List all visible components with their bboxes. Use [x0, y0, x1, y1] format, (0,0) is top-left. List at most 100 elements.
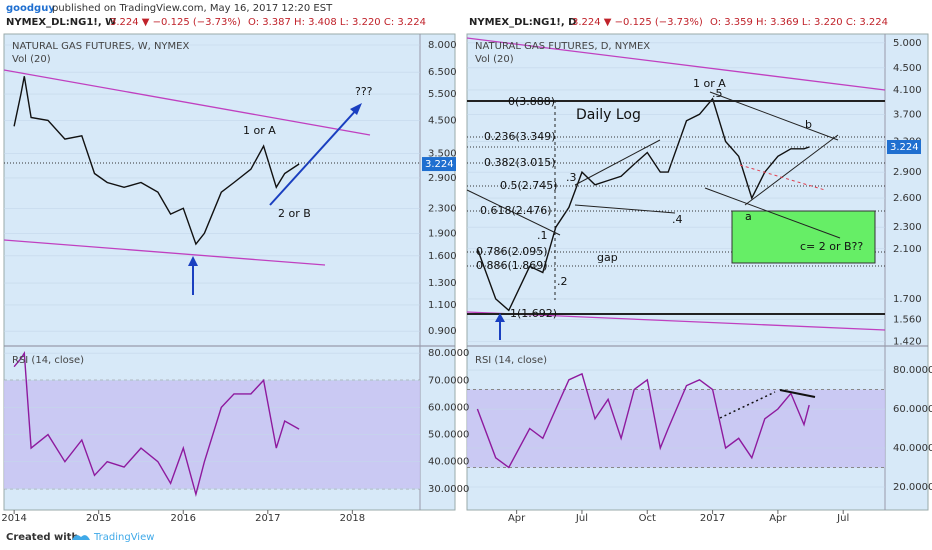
x-tick-label: 2016 [171, 513, 196, 524]
annotation: .5 [712, 87, 723, 100]
y-tick-label: 20.0000 [893, 482, 932, 493]
brand[interactable]: TradingView [93, 532, 154, 543]
y-tick-label: 1.420 [893, 337, 922, 348]
annotation: 1 or A [693, 77, 726, 90]
y-tick-label: 2.900 [893, 167, 922, 178]
y-tick-label: 1.560 [893, 314, 922, 325]
symbol: NYMEX_DL:NG1!, W [6, 17, 116, 28]
annotation: b [805, 118, 812, 131]
x-tick-label: Jul [836, 513, 849, 524]
published: published on TradingView.com, May 16, 20… [52, 3, 333, 14]
annotation: 0.618(2.476) [480, 204, 552, 217]
y-tick-label: 4.500 [893, 63, 922, 74]
y-tick-label: 3.700 [893, 109, 922, 120]
dashed-line [739, 164, 826, 191]
y-tick-label: 60.0000 [893, 404, 932, 415]
arrow [269, 107, 359, 206]
pane-title: RSI (14, close) [12, 355, 84, 366]
y-tick-label: 80.0000 [428, 348, 469, 359]
pane-subtitle: Vol (20) [12, 54, 51, 65]
y-tick-label: 1.100 [428, 300, 457, 311]
y-tick-label: 2.100 [893, 244, 922, 255]
annotation: 1 or A [243, 124, 276, 137]
annotation: 0.786(2.095) [476, 245, 548, 258]
y-tick-label: 5.000 [893, 38, 922, 49]
arrow-head [495, 313, 505, 322]
x-tick-label: 2018 [340, 513, 365, 524]
y-tick-label: 80.0000 [893, 365, 932, 376]
x-tick-label: Oct [639, 513, 656, 524]
trend-line [466, 37, 886, 91]
x-tick-label: 2014 [1, 513, 26, 524]
y-tick-label: 60.0000 [428, 402, 469, 413]
annotation: ??? [355, 85, 373, 98]
last-price-label: 3.224 [425, 159, 454, 170]
annotation: 0.886(1.869) [476, 259, 548, 272]
y-tick-label: 2.900 [428, 173, 457, 184]
y-tick-label: 6.500 [428, 67, 457, 78]
series-line [13, 351, 300, 498]
x-tick-label: Apr [769, 513, 787, 524]
y-tick-label: 3.500 [428, 148, 457, 159]
arrow-head [350, 103, 362, 115]
last-price-box [887, 140, 921, 155]
annotation: 2 or B [278, 207, 311, 220]
annotation: Daily Log [576, 107, 641, 123]
y-tick-label: 70.0000 [428, 375, 469, 386]
annotation: 0.5(2.745) [500, 179, 558, 192]
y-tick-label: 2.300 [428, 203, 457, 214]
y-tick-label: 50.0000 [428, 430, 469, 441]
trend-line [3, 69, 371, 136]
y-tick-label: 1.700 [893, 294, 922, 305]
x-tick-label: Jul [575, 513, 588, 524]
annotation: 1(1.692) [510, 307, 557, 320]
annotation: 0(3.888) [508, 95, 555, 108]
y-tick-label: 0.900 [428, 326, 457, 337]
annotation: .3 [566, 171, 577, 184]
trend-line [3, 239, 326, 266]
x-tick-label: Apr [508, 513, 526, 524]
annotation: 0.382(3.015) [484, 156, 556, 169]
quote: 3.224 ▼ −0.125 (−3.73%) [572, 17, 703, 28]
y-tick-label: 4.500 [428, 115, 457, 126]
logo [72, 535, 90, 540]
quote: 3.224 ▼ −0.125 (−3.73%) [110, 17, 241, 28]
ohlc: O: 3.359 H: 3.369 L: 3.220 C: 3.224 [710, 17, 888, 28]
marks [4, 42, 885, 514]
y-tick-label: 1.900 [428, 228, 457, 239]
x-tick-label: 2017 [700, 513, 725, 524]
series-line [476, 97, 810, 312]
x-tick-label: 2015 [86, 513, 111, 524]
y-tick-label: 8.000 [428, 40, 457, 51]
y-tick-label: 30.0000 [428, 484, 469, 495]
pane-title: NATURAL GAS FUTURES, W, NYMEX [12, 41, 189, 52]
symbol: NYMEX_DL:NG1!, D [469, 17, 576, 28]
arrow-head [188, 256, 198, 266]
last-price-label: 3.224 [890, 142, 919, 153]
target-box [731, 210, 876, 264]
pane-subtitle: Vol (20) [475, 54, 514, 65]
annotation: a [745, 210, 752, 223]
y-tick-label: 40.0000 [428, 457, 469, 468]
y-tick-label: 4.100 [893, 85, 922, 96]
annotation: .4 [672, 213, 683, 226]
y-tick-label: 2.300 [893, 222, 922, 233]
annotation: gap [597, 251, 618, 264]
divergence-line [719, 391, 776, 419]
y-tick-label: 5.500 [428, 89, 457, 100]
channel-lines [466, 91, 841, 239]
series-line [476, 372, 810, 469]
annotation: 0.236(3.349) [484, 130, 556, 143]
footer-text: Created with [6, 532, 79, 543]
user[interactable]: goodguy [6, 3, 55, 14]
rsi-band [467, 389, 885, 468]
annotation: c= 2 or B?? [800, 240, 863, 253]
pane-title: NATURAL GAS FUTURES, D, NYMEX [475, 41, 650, 52]
annotation: .1 [537, 229, 548, 242]
last-price-box [422, 157, 456, 172]
y-tick-label: 40.0000 [893, 443, 932, 454]
series-line [13, 76, 300, 246]
annotation: .2 [557, 275, 568, 288]
y-tick-label: 1.300 [428, 278, 457, 289]
